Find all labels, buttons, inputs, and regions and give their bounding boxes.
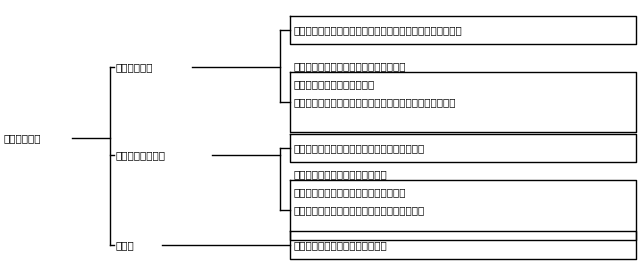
Text: 重症筋無力症などの脳神経障害: 重症筋無力症などの脳神経障害 — [294, 169, 388, 179]
Text: 発達障害：脳性まひ、精神発達の遅延、その他: 発達障害：脳性まひ、精神発達の遅延、その他 — [294, 143, 425, 153]
Text: 加齢に伴う、各部位での機能低下: 加齢に伴う、各部位での機能低下 — [294, 240, 388, 250]
Text: その他: その他 — [115, 240, 134, 250]
Text: 先天的な原因：口蓋裂や、その他疾患による顎形成不全など: 先天的な原因：口蓋裂や、その他疾患による顎形成不全など — [294, 25, 463, 35]
Text: パーキンソン病などの神経変性疾患、: パーキンソン病などの神経変性疾患、 — [294, 187, 406, 197]
Text: 神経・筋系の異常: 神経・筋系の異常 — [115, 150, 165, 160]
Text: 後天的な原因：口腔・咽頭・喉頭の術後（腫瘍摘出など）: 後天的な原因：口腔・咽頭・喉頭の術後（腫瘍摘出など） — [294, 97, 456, 107]
Text: 口腔から咽頭・食道での障害: 口腔から咽頭・食道での障害 — [294, 79, 375, 89]
Text: 摂食嚥下障害: 摂食嚥下障害 — [4, 133, 42, 143]
Text: 後天的な障害：脳血管障害、脳外傷、脳腫瘍、: 後天的な障害：脳血管障害、脳外傷、脳腫瘍、 — [294, 205, 425, 215]
Text: 歯の欠損や、歯の咬み合わせの不正など: 歯の欠損や、歯の咬み合わせの不正など — [294, 61, 406, 71]
Text: 形態的な異常: 形態的な異常 — [115, 62, 152, 72]
